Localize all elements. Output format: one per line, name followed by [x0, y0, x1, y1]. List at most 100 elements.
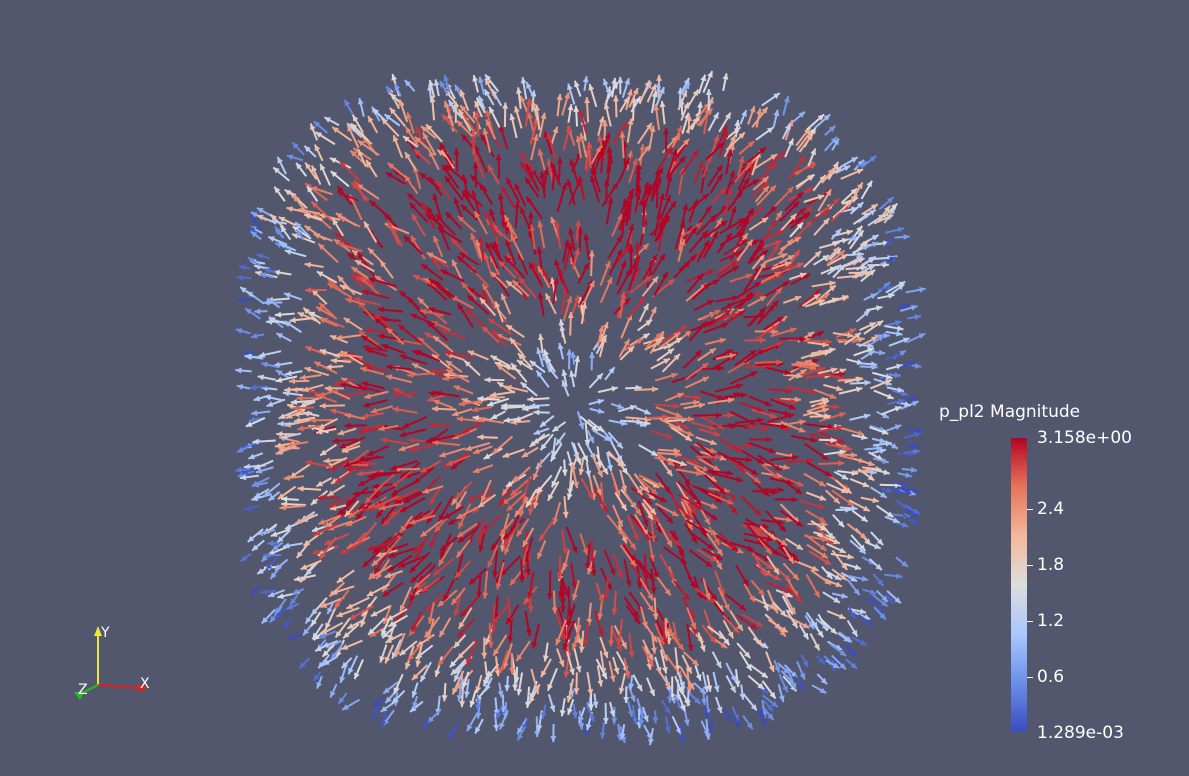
vector-arrowhead-icon [315, 645, 322, 652]
vector-arrowhead-icon [586, 619, 593, 626]
vector-arrowhead-icon [859, 608, 867, 615]
vector-arrowhead-icon [731, 312, 739, 319]
vector-arrowhead-icon [547, 684, 553, 691]
vector-arrowhead-icon [565, 125, 572, 133]
vector-arrowhead-icon [439, 451, 446, 458]
vector-arrowhead-icon [692, 150, 699, 157]
vector-arrowhead-icon [339, 442, 347, 449]
vector-arrowhead-icon [472, 506, 480, 513]
vector-arrowhead-icon [239, 264, 246, 271]
vector-arrowhead-icon [318, 661, 325, 669]
vector-arrowhead-icon [644, 276, 652, 283]
vector-arrowhead-icon [662, 414, 669, 421]
vector-arrowhead-icon [817, 114, 825, 121]
vector-arrowhead-icon [507, 636, 514, 643]
vector-arrowhead-icon [879, 437, 886, 444]
vector-arrowhead-icon [658, 637, 665, 645]
vector-arrowhead-icon [796, 372, 803, 379]
vector-arrowhead-icon [605, 583, 612, 590]
vector-arrowhead-icon [671, 510, 679, 516]
vector-arrowhead-icon [796, 192, 804, 199]
vector-arrowhead-icon [769, 691, 776, 699]
vector-arrowhead-icon [722, 131, 729, 139]
vector-arrowhead-icon [830, 367, 838, 374]
vector-arrowhead-icon [896, 488, 903, 495]
vector-arrowhead-icon [749, 106, 756, 113]
vector-arrowhead-icon [837, 520, 845, 528]
vector-arrowhead-icon [296, 551, 303, 558]
vector-arrowhead-icon [743, 178, 749, 185]
vector-arrowhead-icon [868, 265, 875, 271]
vector-arrowhead-icon [617, 519, 623, 527]
vector-arrowhead-icon [654, 168, 661, 176]
vector-arrowhead-icon [338, 697, 345, 704]
vector-arrowhead-icon [825, 189, 832, 196]
vector-arrowhead-icon [866, 619, 873, 626]
vector-arrowhead-icon [833, 597, 840, 603]
vector-arrowhead-icon [618, 687, 625, 694]
vector-arrowhead-icon [287, 403, 294, 410]
vector-arrowhead-icon [360, 366, 367, 373]
vector-arrowhead-icon [683, 82, 690, 90]
vector-arrowhead-icon [433, 399, 440, 406]
vector-arrowhead-icon [329, 504, 337, 511]
vector-arrowhead-icon [655, 212, 662, 220]
vector-arrowhead-icon [509, 337, 516, 345]
vector-arrowhead-icon [273, 167, 280, 174]
vector-arrowhead-icon [525, 569, 532, 576]
vector-arrowhead-icon [623, 338, 630, 346]
vector-arrowhead-icon [444, 350, 451, 357]
vector-arrowhead-icon [348, 511, 356, 518]
vector-arrowhead-icon [727, 498, 734, 505]
vector-arrowhead-icon [679, 704, 686, 712]
vector-arrowhead-icon [903, 482, 910, 489]
vector-arrowhead-icon [322, 659, 330, 665]
vector-arrowhead-icon [840, 254, 848, 260]
vector-arrowhead-icon [770, 154, 778, 160]
vector-arrowhead-icon [287, 634, 295, 641]
vector-arrowhead-icon [428, 278, 436, 285]
vector-arrowhead-icon [429, 497, 436, 505]
vector-arrowhead-icon [716, 218, 722, 225]
vector-arrowhead-icon [533, 429, 541, 435]
vector-arrowhead-icon [391, 481, 398, 488]
vector-arrowhead-icon [753, 476, 761, 483]
vector-arrowhead-icon [292, 588, 299, 595]
vector-arrowhead-icon [392, 406, 399, 413]
vector-arrowhead-icon [249, 384, 257, 391]
vector-arrowhead-icon [636, 488, 643, 496]
vector-arrowhead-icon [780, 253, 788, 259]
vector-arrowhead-icon [477, 536, 483, 543]
vector-arrowhead-icon [440, 544, 447, 551]
vector-arrowhead-icon [398, 324, 405, 331]
vector-arrowhead-icon [392, 391, 400, 398]
vector-arrowhead-icon [533, 473, 539, 480]
vector-arrowhead-icon [431, 405, 438, 412]
vector-arrowhead-icon [573, 688, 580, 695]
vector-arrowhead-icon [894, 406, 902, 412]
vector-arrowhead-icon [505, 384, 513, 391]
vector-arrowhead-icon [347, 623, 354, 629]
vector-arrowhead-icon [796, 222, 803, 230]
vector-arrowhead-icon [807, 457, 814, 464]
vector-arrowhead-icon [862, 161, 869, 167]
vector-arrowhead-icon [409, 594, 416, 602]
vector-arrowhead-icon [258, 351, 266, 358]
vector-arrowhead-icon [760, 569, 766, 577]
vector-arrowhead-icon [841, 592, 848, 599]
vector-arrowhead-icon [339, 161, 347, 168]
vector-arrowhead-icon [453, 197, 460, 205]
vector-arrowhead-icon [746, 292, 753, 299]
vector-arrowhead-icon [736, 624, 743, 631]
vector-arrowhead-icon [385, 172, 393, 179]
vector-arrowhead-icon [493, 648, 500, 656]
vector-arrowhead-icon [403, 136, 410, 143]
vector-arrowhead-icon [305, 162, 312, 170]
vector-arrowhead-icon [830, 627, 837, 634]
vector-arrowhead-icon [697, 161, 704, 169]
vector-arrowhead-icon [539, 534, 545, 542]
vector-arrowhead-icon [420, 530, 428, 537]
vector-arrowhead-icon [464, 360, 471, 367]
vector-arrowhead-icon [910, 396, 918, 403]
